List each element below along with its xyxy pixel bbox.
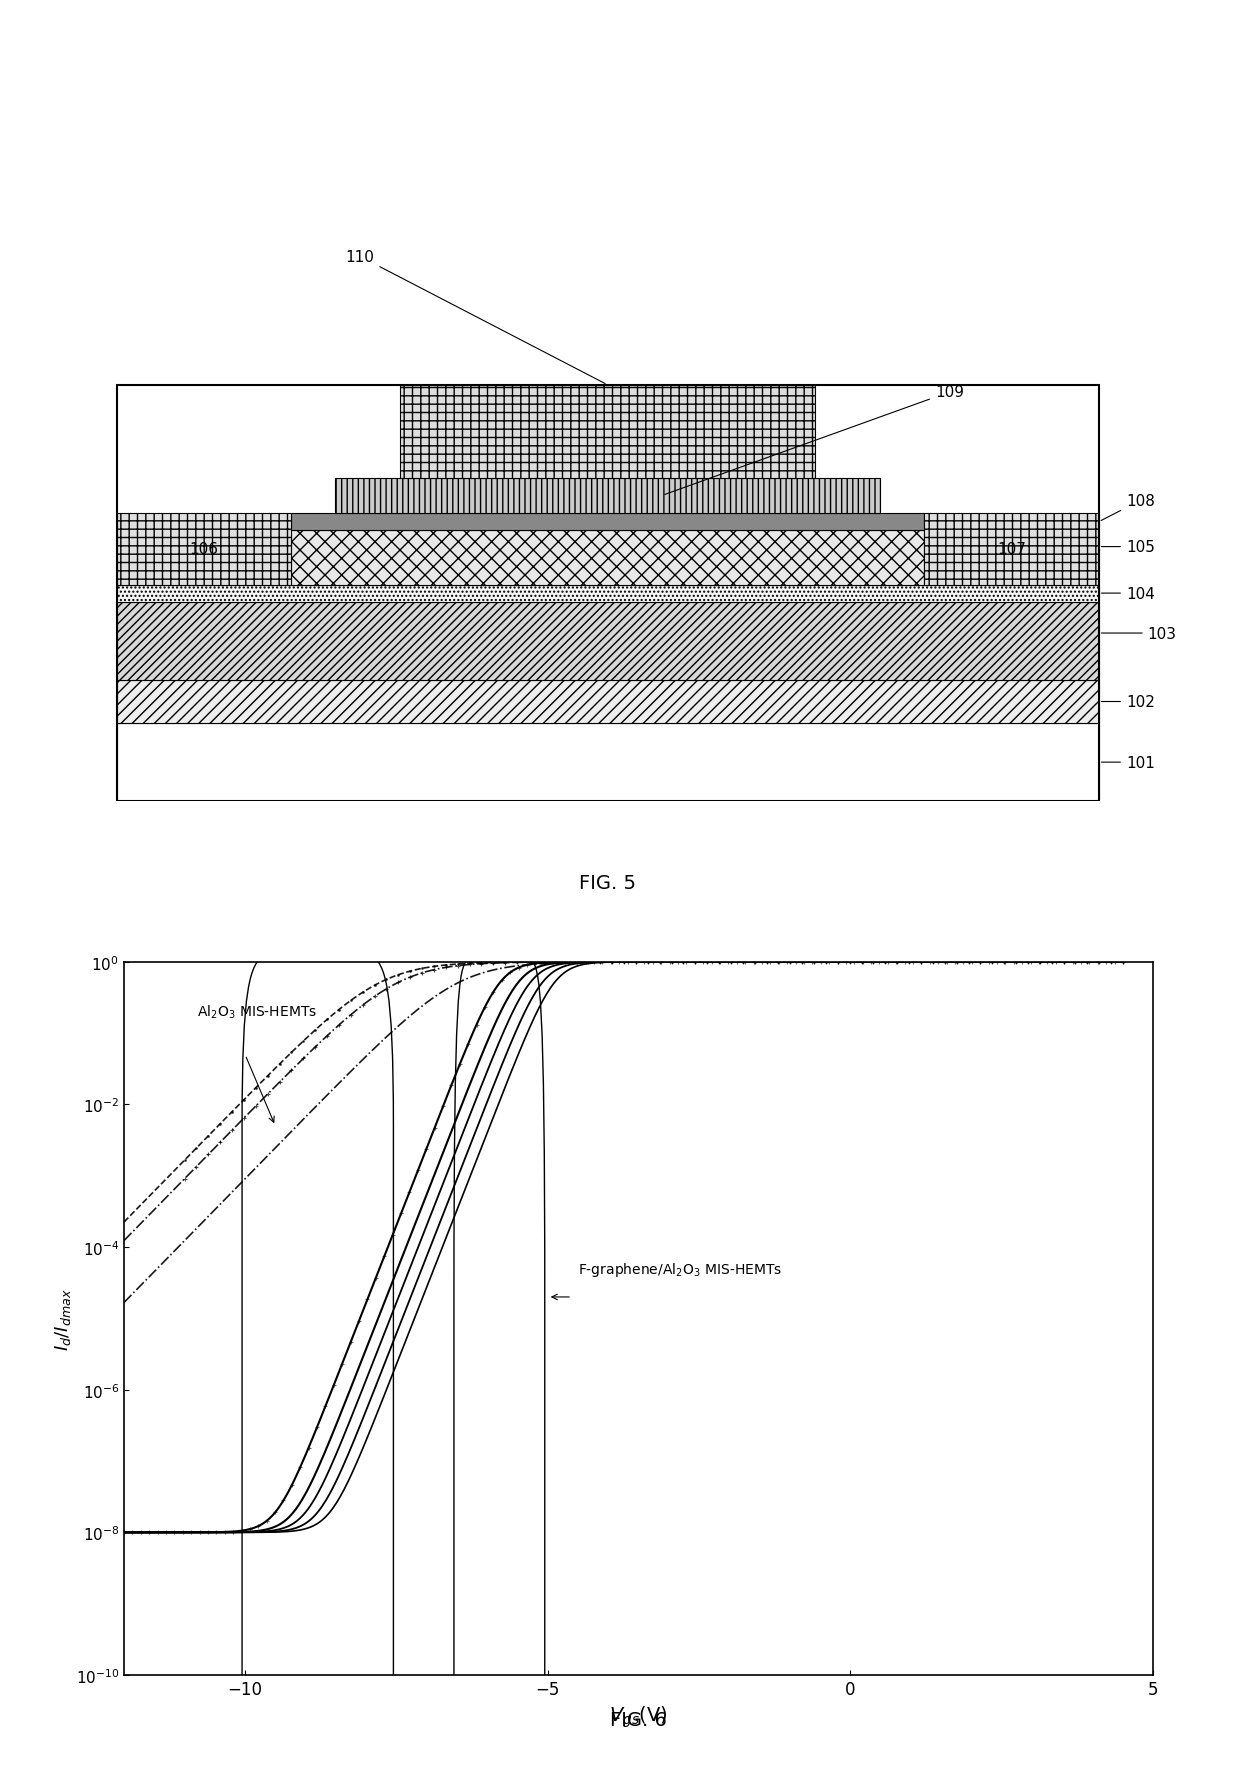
- Bar: [117, 513, 291, 584]
- Bar: [117, 584, 1099, 602]
- Text: 103: 103: [1101, 625, 1177, 642]
- Text: 109: 109: [665, 385, 963, 495]
- Y-axis label: $I_d/I_{dmax}$: $I_d/I_{dmax}$: [53, 1287, 73, 1351]
- Text: 105: 105: [1101, 540, 1154, 554]
- Bar: [117, 681, 1099, 723]
- Text: 104: 104: [1101, 586, 1154, 601]
- Bar: [924, 513, 1099, 584]
- Text: 107: 107: [997, 542, 1025, 558]
- Bar: [117, 602, 1099, 681]
- Bar: [291, 513, 924, 531]
- Bar: [401, 385, 815, 478]
- Text: 108: 108: [1101, 494, 1154, 520]
- Text: Al$_2$O$_3$ MIS-HEMTs: Al$_2$O$_3$ MIS-HEMTs: [197, 1003, 316, 1021]
- Text: F-graphene/Al$_2$O$_3$ MIS-HEMTs: F-graphene/Al$_2$O$_3$ MIS-HEMTs: [578, 1260, 782, 1278]
- Text: FIG. 6: FIG. 6: [610, 1711, 667, 1729]
- Text: 101: 101: [1101, 756, 1154, 770]
- Text: 106: 106: [190, 542, 218, 558]
- X-axis label: $V_{gs}$(V): $V_{gs}$(V): [609, 1704, 668, 1729]
- Text: FIG. 5: FIG. 5: [579, 873, 636, 893]
- Bar: [291, 531, 924, 584]
- Bar: [117, 385, 1099, 802]
- Bar: [117, 723, 1099, 802]
- Text: 102: 102: [1101, 695, 1154, 709]
- Text: 110: 110: [346, 249, 605, 385]
- Bar: [335, 478, 880, 513]
